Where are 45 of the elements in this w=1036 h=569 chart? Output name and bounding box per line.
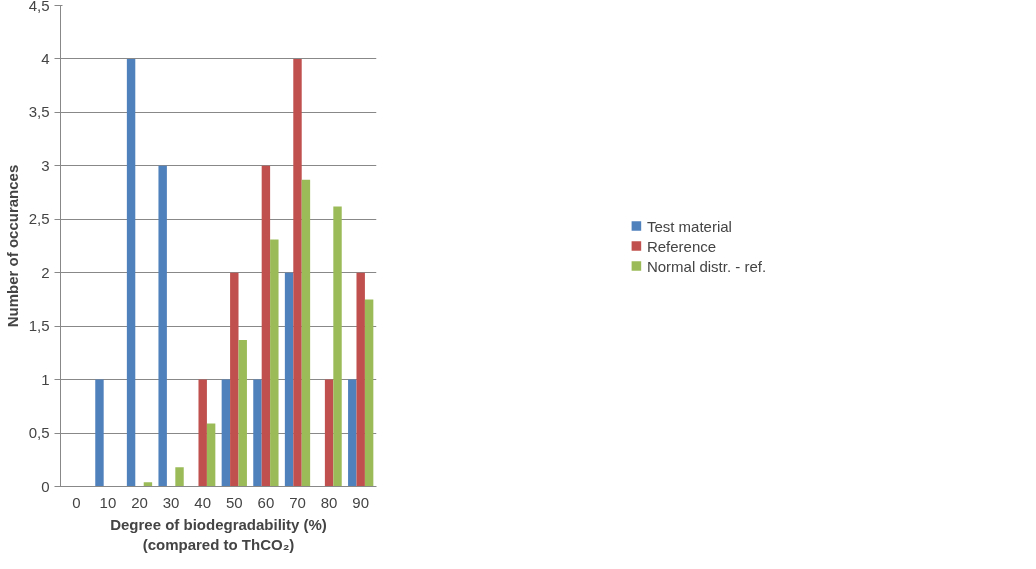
bar xyxy=(301,179,311,487)
bar xyxy=(284,272,294,487)
x-tick-label: 50 xyxy=(225,493,243,511)
bar xyxy=(293,58,302,487)
x-tick-label: 70 xyxy=(289,493,306,511)
bar xyxy=(158,165,167,487)
legend-label: Reference xyxy=(646,237,717,254)
y-tick-label: 4,5 xyxy=(28,0,50,14)
x-tick-label: 90 xyxy=(352,493,370,511)
y-tick-label: 4 xyxy=(41,49,50,67)
bar xyxy=(95,379,104,487)
bar xyxy=(126,58,136,487)
y-axis-title: Number of occurances xyxy=(3,164,21,328)
bar xyxy=(356,272,365,487)
y-tick-label: 2,5 xyxy=(28,210,50,228)
bar xyxy=(230,272,239,487)
x-tick-label: 20 xyxy=(131,493,148,511)
x-tick-label: 0 xyxy=(72,493,81,511)
bar xyxy=(324,379,334,487)
y-tick-label: 3 xyxy=(41,156,50,174)
bar xyxy=(175,467,184,487)
legend-label: Test material xyxy=(646,217,732,234)
bar xyxy=(270,239,279,487)
x-tick-label: 80 xyxy=(320,493,338,511)
bar xyxy=(348,379,357,487)
bar xyxy=(238,340,247,487)
bar xyxy=(198,379,207,487)
y-tick-label: 2 xyxy=(41,263,50,281)
bar xyxy=(333,206,342,487)
x-tick-label: 60 xyxy=(257,493,275,511)
bar xyxy=(364,299,374,487)
bar xyxy=(261,165,271,487)
y-tick-label: 0 xyxy=(41,477,50,495)
x-tick-label: 40 xyxy=(194,493,212,511)
bar xyxy=(206,423,216,487)
x-tick-label: 10 xyxy=(99,493,117,511)
x-axis-title: Degree of biodegradability (%) (compared to ThCO₂) xyxy=(110,515,327,553)
bar xyxy=(253,379,262,487)
y-tick-label: 0,5 xyxy=(28,424,50,442)
bar xyxy=(221,379,231,487)
y-tick-label: 1,5 xyxy=(28,317,50,335)
y-tick-label: 1 xyxy=(41,370,50,388)
y-tick-label: 3,5 xyxy=(28,103,50,121)
x-tick-label: 30 xyxy=(162,493,180,511)
legend-label: Normal distr. - ref. xyxy=(646,257,767,274)
